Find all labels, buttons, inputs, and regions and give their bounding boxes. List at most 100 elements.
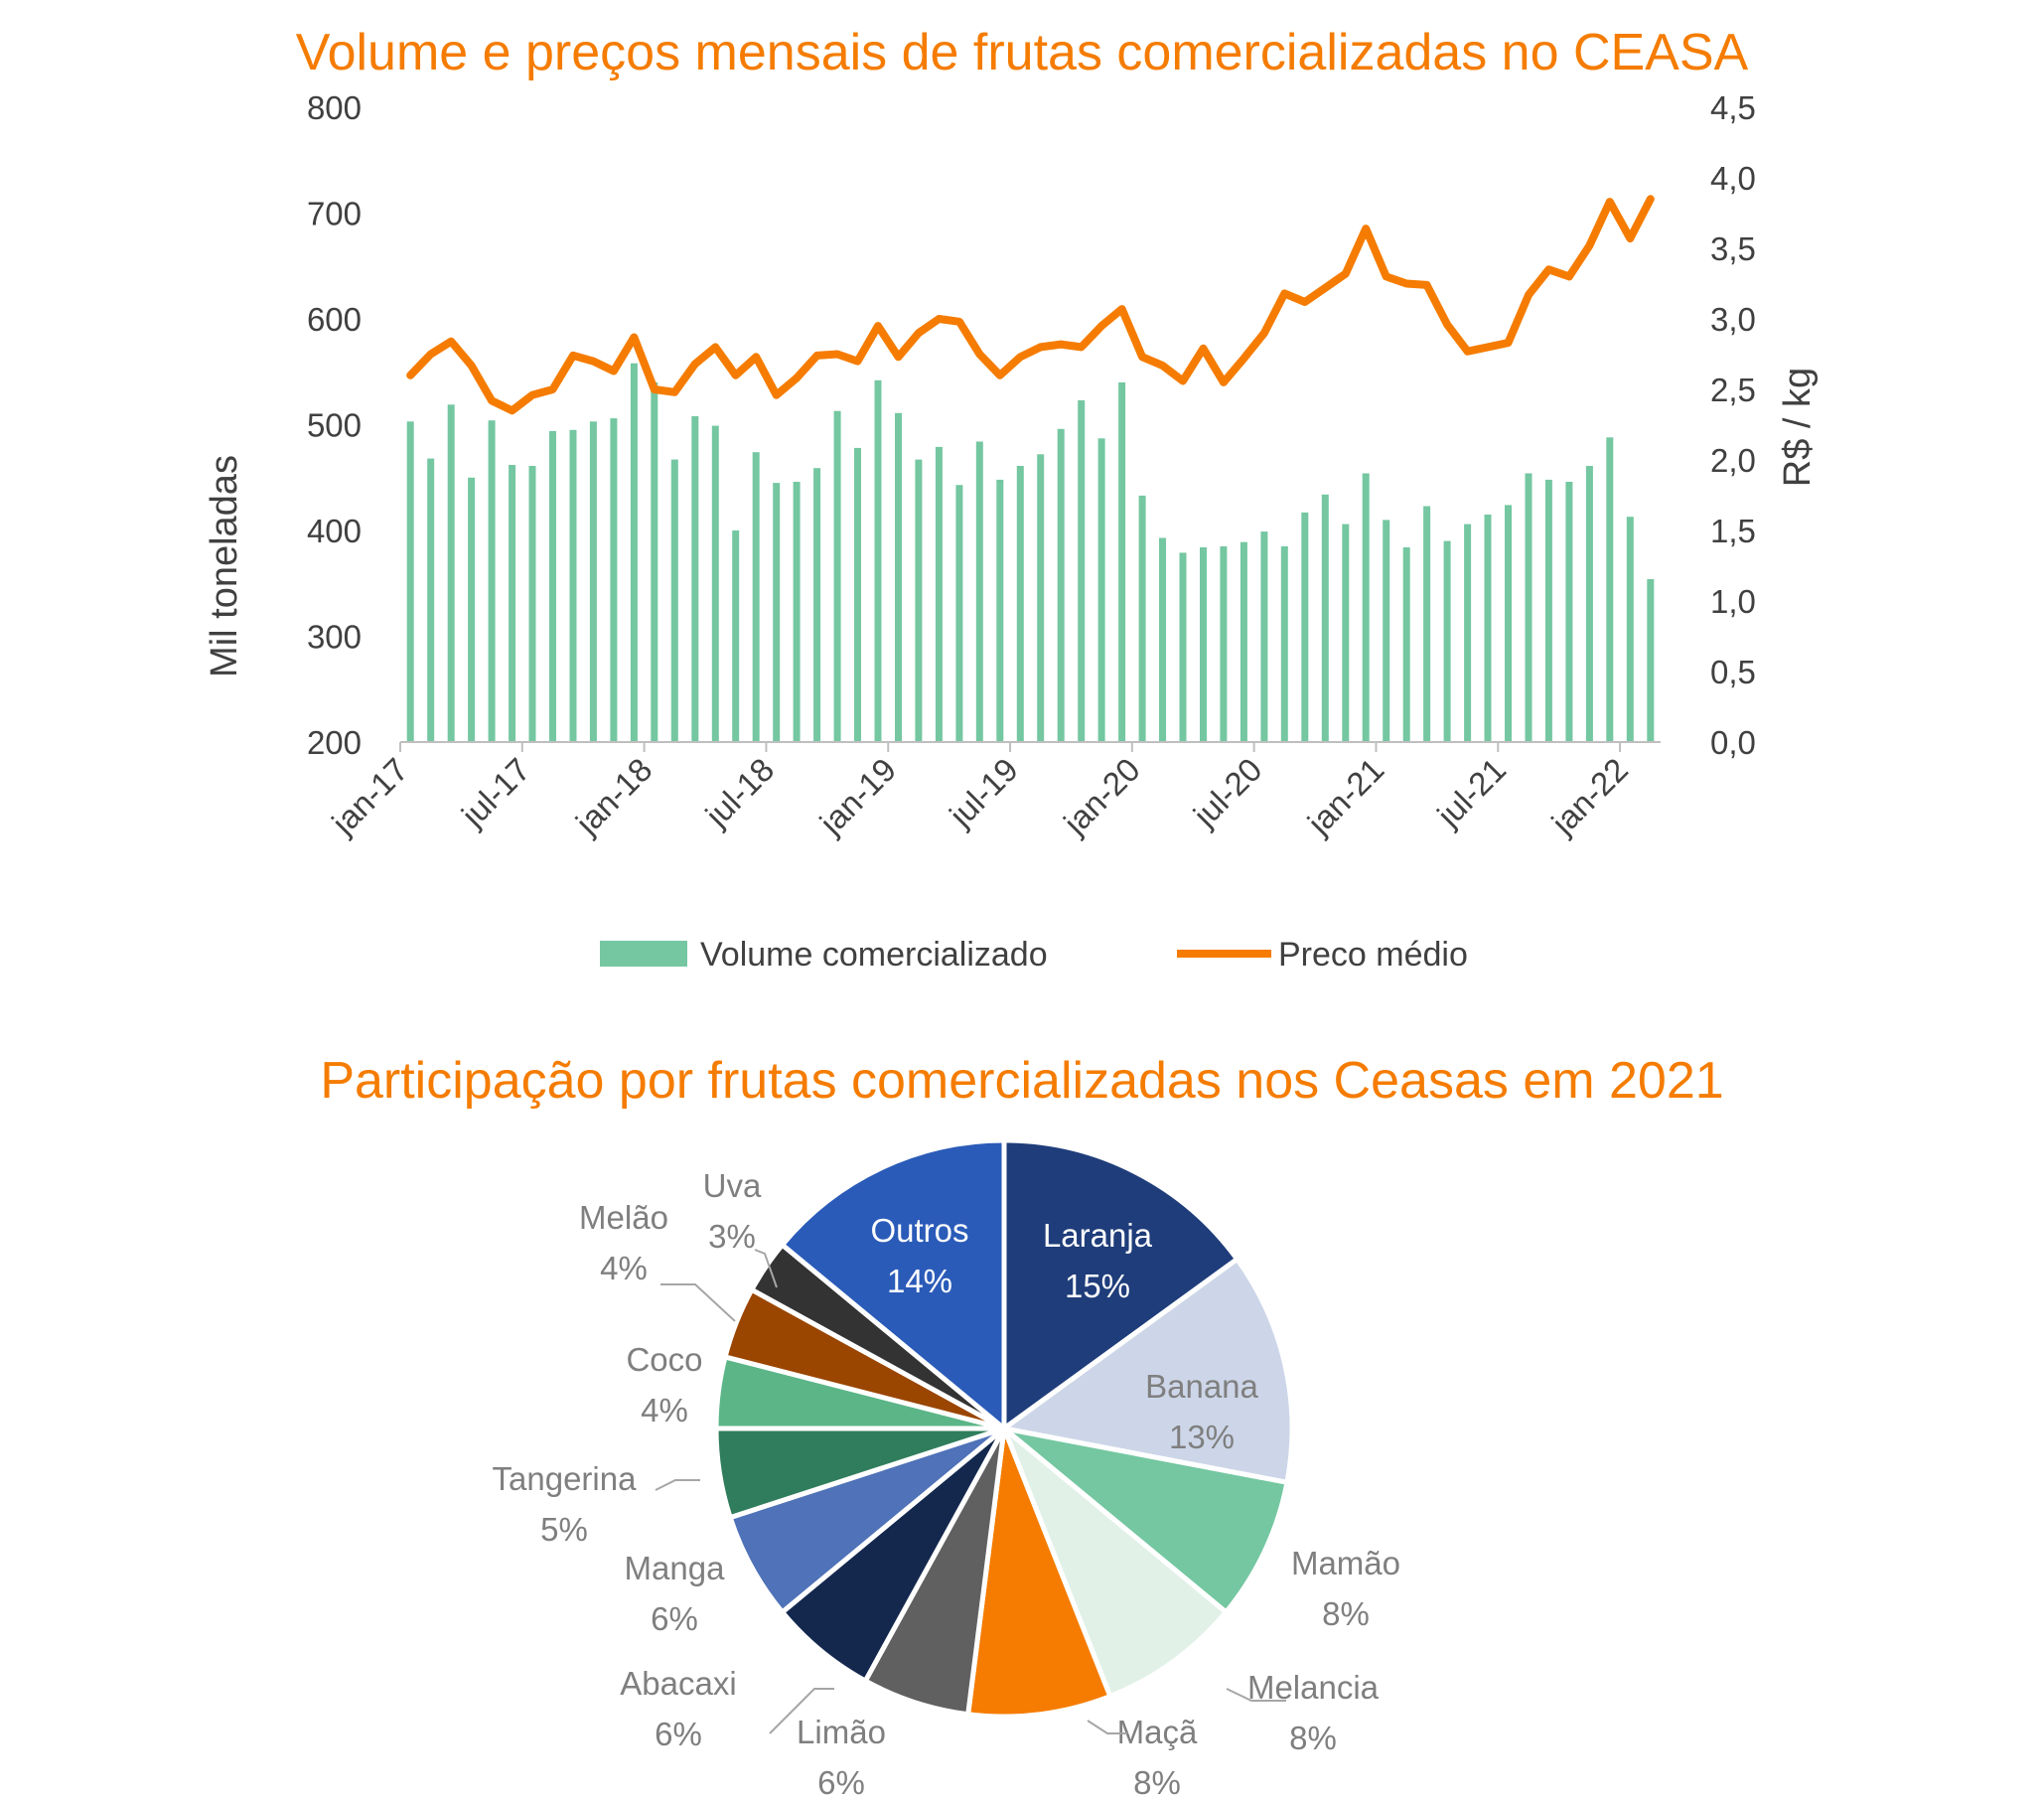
volume-bar — [610, 418, 618, 742]
pie-slice-label: Melão — [579, 1199, 668, 1236]
volume-bar — [1464, 524, 1472, 742]
x-tick-label: jul-19 — [942, 751, 1025, 834]
pie-slice-percent: 8% — [1133, 1764, 1181, 1801]
pie-slice — [1001, 1426, 1290, 1615]
pie-leader-line — [655, 1479, 700, 1491]
volume-bar — [711, 425, 719, 742]
x-tick-label: jan-18 — [568, 751, 659, 842]
y-left-tick-label: 300 — [307, 619, 362, 656]
y-left-tick-label: 600 — [307, 301, 362, 338]
pie-slice-label: Abacaxi — [620, 1665, 736, 1702]
y-right-tick-label: 2,0 — [1710, 442, 1756, 479]
volume-bar — [975, 441, 983, 742]
volume-bar — [955, 485, 963, 742]
volume-bar — [1383, 520, 1390, 742]
volume-bar — [1159, 537, 1166, 742]
volume-bar — [874, 379, 882, 742]
y-right-tick-label: 4,5 — [1710, 89, 1756, 126]
volume-bar — [1606, 437, 1614, 742]
volume-bar — [691, 416, 699, 742]
pie-slice-percent: 8% — [1289, 1720, 1337, 1756]
volume-bar — [833, 410, 841, 742]
volume-bar — [1200, 547, 1207, 742]
pie-leader-line — [1226, 1688, 1286, 1702]
y-left-axis-title: Mil toneladas — [204, 455, 245, 677]
volume-bar — [1423, 506, 1431, 742]
y-right-tick-label: 3,5 — [1710, 230, 1756, 267]
y-right-tick-label: 4,0 — [1710, 160, 1756, 197]
price-line — [406, 195, 1655, 415]
pie-slice-percent: 6% — [817, 1764, 865, 1801]
pie-slice — [1001, 1137, 1241, 1431]
y-right-tick-label: 3,0 — [1710, 301, 1756, 338]
volume-bar — [488, 420, 496, 742]
volume-bar — [1118, 381, 1126, 742]
volume-bar — [549, 430, 556, 742]
pie-slice-label: Maçã — [1117, 1714, 1198, 1750]
y-left-tick-label: 200 — [307, 724, 362, 761]
pie-slice-percent: 13% — [1169, 1419, 1235, 1455]
x-tick-label: jan-21 — [1300, 751, 1391, 842]
y-right-tick-label: 0,5 — [1710, 654, 1756, 690]
pie-slice-percent: 14% — [887, 1263, 952, 1299]
combo-chart: jan-17 jul-17 jan-18 jul-18 jan-19 jul-19 jan-… — [204, 89, 1819, 974]
x-tick-label: jul-20 — [1186, 751, 1269, 834]
pie-chart-title: Participação por frutas comercializadas … — [320, 1052, 1723, 1110]
y-left-tick-label: 800 — [307, 89, 362, 126]
pie-slice-percent: 5% — [540, 1511, 588, 1548]
legend-price-label: Preco médio — [1278, 936, 1468, 974]
pie-slice-label: Manga — [625, 1550, 726, 1586]
volume-bar — [528, 466, 536, 742]
volume-bar — [732, 530, 740, 742]
volume-bar — [1240, 541, 1247, 742]
volume-bar — [935, 446, 943, 742]
x-tick-label: jul-17 — [454, 751, 537, 834]
volume-bar — [406, 421, 414, 742]
legend-volume-label: Volume comercializado — [700, 936, 1048, 974]
bar-chart-title: Volume e preços mensais de frutas comerc… — [296, 24, 1749, 81]
volume-bar — [651, 381, 658, 742]
volume-bar — [1362, 473, 1370, 742]
pie-leader-line — [754, 1249, 778, 1288]
volume-bar — [1342, 524, 1350, 742]
legend-volume-swatch — [600, 941, 687, 967]
volume-bar — [427, 458, 435, 742]
volume-bar — [1647, 579, 1655, 742]
y-right-axis-title: R$ / kg — [1777, 368, 1819, 487]
pie-slice-label: Banana — [1145, 1368, 1258, 1405]
volume-bar — [1078, 400, 1086, 742]
pie-slice-label: Limão — [797, 1714, 886, 1750]
volume-bar — [1626, 517, 1634, 742]
x-tick-label: jan-17 — [324, 751, 415, 842]
y-right-tick-label: 0,0 — [1710, 724, 1756, 761]
volume-bar — [670, 459, 678, 742]
pie-slice-label: Outros — [870, 1212, 968, 1249]
volume-bar — [1402, 547, 1410, 742]
volume-bar — [996, 479, 1004, 742]
volume-bar — [1220, 546, 1228, 742]
pie-slice — [1001, 1257, 1295, 1485]
pie-slice-percent: 3% — [708, 1218, 756, 1255]
pie-leader-line — [1087, 1720, 1127, 1734]
pie-slice-label: Laranja — [1043, 1217, 1153, 1254]
x-tick-label: jan-22 — [1543, 751, 1635, 842]
volume-bar — [773, 483, 781, 742]
volume-bar — [1280, 546, 1288, 742]
volume-bar — [509, 465, 516, 742]
volume-bar — [1179, 552, 1187, 742]
volume-bar — [1016, 466, 1024, 742]
y-right-tick-label: 2,5 — [1710, 372, 1756, 408]
pie-slice-label: Tangerina — [493, 1460, 638, 1497]
volume-bar — [569, 429, 577, 742]
y-right-tick-label: 1,0 — [1710, 583, 1756, 620]
volume-bar — [1585, 466, 1593, 742]
pie-slice-percent: 4% — [641, 1392, 688, 1428]
volume-bar — [1525, 473, 1533, 742]
volume-bar — [895, 412, 902, 742]
x-tick-label: jul-21 — [1429, 751, 1513, 834]
pie-slice-percent: 6% — [655, 1716, 702, 1752]
volume-bar — [1544, 479, 1552, 742]
pie-slice-percent: 4% — [600, 1250, 648, 1286]
volume-bar — [447, 404, 455, 742]
